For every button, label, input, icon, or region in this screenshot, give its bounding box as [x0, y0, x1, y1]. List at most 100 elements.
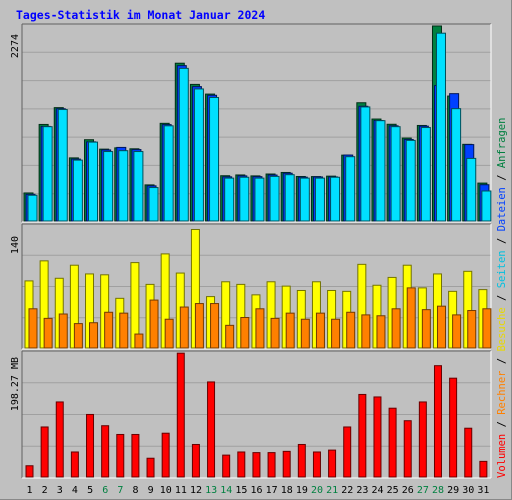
bar-seiten-day-21: [330, 176, 341, 222]
legend-item-volumen: Volumen: [496, 434, 508, 478]
legend: Volumen / Rechner / Besuche / Seiten / D…: [496, 118, 508, 478]
bar-volumen-day-15: [237, 451, 246, 478]
bar-seiten-day-18: [284, 174, 295, 222]
x-tick-label-day-29: 29: [447, 485, 459, 496]
bar-volumen-day-20: [312, 451, 321, 478]
bar-volumen-day-30: [464, 427, 473, 478]
x-tick-label-day-22: 22: [341, 485, 353, 496]
bar-rechner-day-12: [194, 303, 204, 349]
panel-visits-max-label: 140: [10, 236, 21, 254]
bar-seiten-day-23: [360, 106, 371, 222]
x-tick-label-day-18: 18: [281, 485, 293, 496]
bar-seiten-day-2: [42, 126, 53, 222]
x-tick-label-day-19: 19: [296, 485, 308, 496]
legend-item-seiten: Seiten: [496, 250, 508, 288]
x-tick-label-day-5: 5: [87, 485, 93, 496]
bar-seiten-day-28: [435, 32, 446, 222]
bar-rechner-day-15: [240, 317, 250, 349]
bar-volumen-day-17: [267, 452, 276, 478]
bar-volumen-day-3: [55, 401, 64, 478]
bar-volumen-day-11: [176, 352, 185, 478]
bar-seiten-day-19: [299, 177, 310, 222]
bar-volumen-day-1: [25, 465, 34, 478]
bar-seiten-day-16: [254, 177, 265, 222]
x-tick-label-day-23: 23: [356, 485, 368, 496]
bar-volumen-day-10: [161, 432, 170, 478]
legend-separator: /: [496, 352, 508, 371]
bar-rechner-day-26: [406, 287, 416, 349]
bar-seiten-day-13: [209, 97, 220, 222]
bar-volumen-day-23: [358, 393, 367, 478]
bar-rechner-day-31: [482, 308, 492, 349]
panel-volume-max-label: 198.27 MB: [10, 357, 21, 411]
bar-volumen-day-7: [116, 433, 125, 478]
bar-rechner-day-3: [58, 313, 68, 349]
bar-seiten-day-9: [148, 187, 159, 222]
x-tick-label-day-21: 21: [326, 485, 338, 496]
bar-rechner-day-11: [179, 306, 189, 349]
legend-separator: /: [496, 415, 508, 434]
x-tick-label-day-15: 15: [235, 485, 247, 496]
bar-seiten-day-1: [27, 194, 38, 222]
bar-volumen-day-26: [403, 420, 412, 478]
chart-title: Tages-Statistik im Monat Januar 2024: [16, 8, 266, 22]
legend-separator: /: [496, 231, 508, 250]
legend-item-anfragen: Anfragen: [496, 118, 508, 169]
x-tick-label-day-28: 28: [432, 485, 444, 496]
x-tick-label-day-8: 8: [132, 485, 138, 496]
bar-seiten-day-24: [375, 120, 386, 222]
bar-rechner-day-24: [376, 315, 386, 349]
bar-rechner-day-16: [255, 308, 265, 349]
x-tick-label-day-26: 26: [402, 485, 414, 496]
x-tick-label-day-31: 31: [477, 485, 489, 496]
x-tick-label-day-16: 16: [250, 485, 262, 496]
bar-rechner-day-19: [300, 318, 310, 349]
bar-rechner-day-5: [89, 322, 99, 349]
bar-rechner-day-8: [134, 333, 144, 349]
x-tick-label-day-25: 25: [387, 485, 399, 496]
bar-rechner-day-28: [436, 305, 446, 349]
bar-seiten-day-14: [224, 177, 235, 222]
bar-seiten-day-20: [314, 177, 325, 222]
bar-volumen-day-2: [40, 426, 49, 478]
bar-volumen-day-27: [418, 401, 427, 478]
x-tick-label-day-12: 12: [190, 485, 202, 496]
bar-seiten-day-22: [345, 156, 356, 222]
x-tick-label-day-3: 3: [57, 485, 63, 496]
panel-hits-max-label: 2274: [10, 34, 21, 58]
x-tick-label-day-6: 6: [102, 485, 108, 496]
bar-seiten-day-5: [88, 141, 99, 222]
x-tick-label-day-10: 10: [160, 485, 172, 496]
x-tick-label-day-30: 30: [462, 485, 474, 496]
bar-volumen-day-16: [252, 452, 261, 478]
bar-seiten-day-27: [420, 127, 431, 222]
bar-volumen-day-4: [70, 451, 79, 478]
bar-volumen-day-31: [479, 460, 488, 478]
bar-rechner-day-21: [331, 318, 341, 349]
bar-seiten-day-25: [390, 126, 401, 222]
bar-rechner-day-25: [391, 308, 401, 349]
bar-rechner-day-18: [285, 312, 295, 349]
bar-volumen-day-21: [328, 449, 337, 478]
bar-rechner-day-17: [270, 317, 280, 349]
bar-rechner-day-20: [315, 312, 325, 349]
bar-volumen-day-25: [388, 407, 397, 478]
x-tick-label-day-17: 17: [266, 485, 278, 496]
bar-rechner-day-7: [119, 312, 129, 349]
bar-volumen-day-29: [449, 377, 458, 478]
x-tick-label-day-4: 4: [72, 485, 78, 496]
bar-seiten-day-11: [178, 67, 189, 222]
bar-volumen-day-18: [282, 450, 291, 478]
x-tick-label-day-24: 24: [372, 485, 384, 496]
bar-rechner-day-9: [149, 299, 159, 349]
x-tick-label-day-7: 7: [117, 485, 123, 496]
bar-rechner-day-29: [452, 314, 462, 349]
bar-seiten-day-31: [481, 190, 492, 222]
bar-rechner-day-30: [467, 310, 477, 349]
bar-rechner-day-1: [28, 308, 38, 349]
legend-item-rechner: Rechner: [496, 371, 508, 415]
bar-seiten-day-12: [193, 88, 204, 222]
bar-volumen-day-13: [207, 381, 216, 478]
legend-item-dateien: Dateien: [496, 187, 508, 231]
